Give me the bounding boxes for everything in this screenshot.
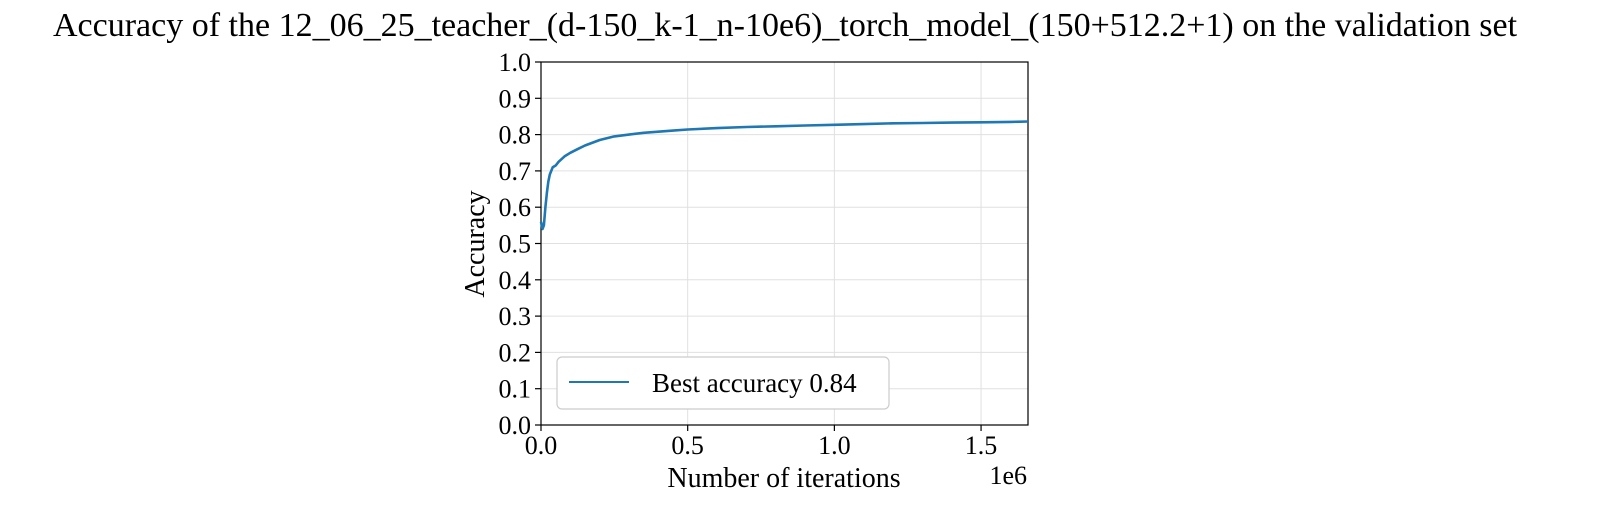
y-tick-label: 0.5 (499, 230, 532, 259)
chart-title: Accuracy of the 12_06_25_teacher_(d-150_… (53, 7, 1518, 44)
legend-box (556, 356, 890, 410)
y-axis-label: Accuracy (460, 190, 491, 297)
x-tick-label: 1.5 (965, 431, 998, 460)
legend-label: Best accuracy 0.84 (652, 368, 857, 398)
legend: Best accuracy 0.84 (556, 356, 890, 410)
x-tick-label: 0.0 (525, 431, 558, 460)
x-axis-label: Number of iterations (667, 463, 900, 494)
series-layer (539, 120, 1029, 231)
x-offset-label: 1e6 (989, 461, 1027, 490)
y-tick-label: 0.4 (499, 266, 532, 295)
y-tick-label: 0.9 (499, 84, 532, 113)
ticks-layer: 0.0 0.1 0.2 0.3 0.4 0.5 0.6 0.7 0.8 0.9 1.0 0.0 0.5 1… (499, 48, 998, 460)
series-line (539, 120, 1029, 231)
y-tick-label: 0.0 (499, 411, 532, 440)
y-tick-label: 0.2 (499, 338, 532, 367)
y-tick-label: 0.1 (499, 375, 532, 404)
x-tick-label: 1.0 (818, 431, 851, 460)
y-tick-label: 0.8 (499, 121, 532, 150)
y-tick-label: 0.3 (499, 302, 532, 331)
y-tick-label: 0.7 (499, 157, 532, 186)
x-tick-label: 0.5 (671, 431, 704, 460)
y-tick-label: 0.6 (499, 193, 532, 222)
y-tick-label: 1.0 (499, 48, 532, 77)
